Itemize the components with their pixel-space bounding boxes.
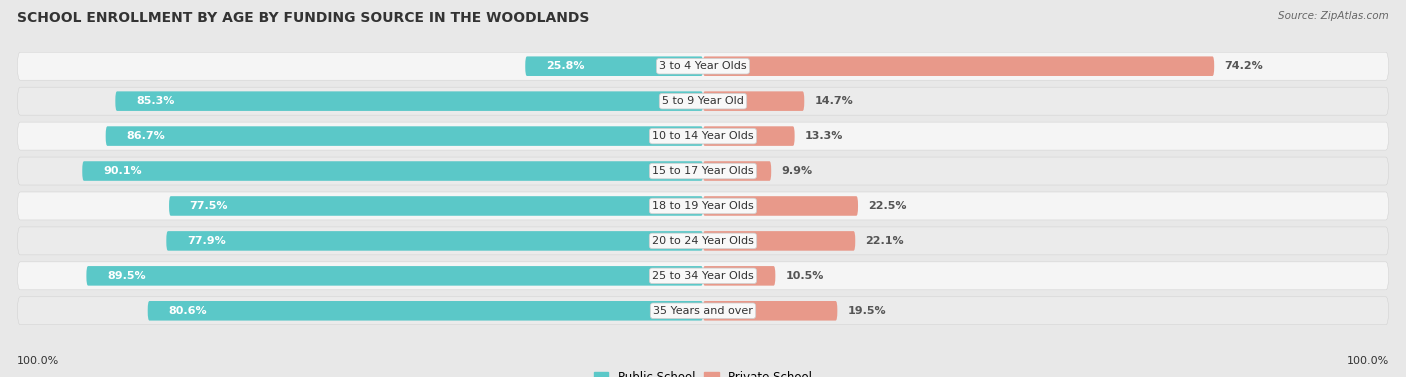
FancyBboxPatch shape bbox=[703, 266, 775, 286]
Text: 20 to 24 Year Olds: 20 to 24 Year Olds bbox=[652, 236, 754, 246]
FancyBboxPatch shape bbox=[83, 161, 703, 181]
FancyBboxPatch shape bbox=[703, 161, 772, 181]
Text: 77.5%: 77.5% bbox=[190, 201, 228, 211]
FancyBboxPatch shape bbox=[166, 231, 703, 251]
FancyBboxPatch shape bbox=[148, 301, 703, 320]
Text: 10 to 14 Year Olds: 10 to 14 Year Olds bbox=[652, 131, 754, 141]
Text: 25 to 34 Year Olds: 25 to 34 Year Olds bbox=[652, 271, 754, 281]
FancyBboxPatch shape bbox=[703, 301, 838, 320]
Text: SCHOOL ENROLLMENT BY AGE BY FUNDING SOURCE IN THE WOODLANDS: SCHOOL ENROLLMENT BY AGE BY FUNDING SOUR… bbox=[17, 11, 589, 25]
FancyBboxPatch shape bbox=[17, 52, 1389, 80]
Text: 85.3%: 85.3% bbox=[136, 96, 174, 106]
Text: 19.5%: 19.5% bbox=[848, 306, 886, 316]
Text: 9.9%: 9.9% bbox=[782, 166, 813, 176]
FancyBboxPatch shape bbox=[703, 57, 1215, 76]
Text: 89.5%: 89.5% bbox=[107, 271, 146, 281]
FancyBboxPatch shape bbox=[169, 196, 703, 216]
FancyBboxPatch shape bbox=[703, 196, 858, 216]
Text: 100.0%: 100.0% bbox=[1347, 356, 1389, 366]
Text: 86.7%: 86.7% bbox=[127, 131, 165, 141]
FancyBboxPatch shape bbox=[17, 122, 1389, 150]
Text: 74.2%: 74.2% bbox=[1225, 61, 1263, 71]
Text: 100.0%: 100.0% bbox=[17, 356, 59, 366]
Text: 77.9%: 77.9% bbox=[187, 236, 226, 246]
Text: 5 to 9 Year Old: 5 to 9 Year Old bbox=[662, 96, 744, 106]
FancyBboxPatch shape bbox=[17, 192, 1389, 220]
FancyBboxPatch shape bbox=[526, 57, 703, 76]
Text: Source: ZipAtlas.com: Source: ZipAtlas.com bbox=[1278, 11, 1389, 21]
Text: 25.8%: 25.8% bbox=[546, 61, 585, 71]
FancyBboxPatch shape bbox=[703, 91, 804, 111]
FancyBboxPatch shape bbox=[703, 126, 794, 146]
FancyBboxPatch shape bbox=[703, 231, 855, 251]
Text: 14.7%: 14.7% bbox=[814, 96, 853, 106]
Text: 10.5%: 10.5% bbox=[786, 271, 824, 281]
Text: 18 to 19 Year Olds: 18 to 19 Year Olds bbox=[652, 201, 754, 211]
Text: 3 to 4 Year Olds: 3 to 4 Year Olds bbox=[659, 61, 747, 71]
Text: 35 Years and over: 35 Years and over bbox=[652, 306, 754, 316]
Text: 22.1%: 22.1% bbox=[866, 236, 904, 246]
Text: 15 to 17 Year Olds: 15 to 17 Year Olds bbox=[652, 166, 754, 176]
FancyBboxPatch shape bbox=[17, 262, 1389, 290]
FancyBboxPatch shape bbox=[115, 91, 703, 111]
FancyBboxPatch shape bbox=[17, 297, 1389, 325]
FancyBboxPatch shape bbox=[17, 87, 1389, 115]
Text: 13.3%: 13.3% bbox=[806, 131, 844, 141]
FancyBboxPatch shape bbox=[17, 157, 1389, 185]
FancyBboxPatch shape bbox=[17, 227, 1389, 255]
Text: 22.5%: 22.5% bbox=[869, 201, 907, 211]
Legend: Public School, Private School: Public School, Private School bbox=[589, 366, 817, 377]
FancyBboxPatch shape bbox=[86, 266, 703, 286]
Text: 90.1%: 90.1% bbox=[103, 166, 142, 176]
Text: 80.6%: 80.6% bbox=[169, 306, 207, 316]
FancyBboxPatch shape bbox=[105, 126, 703, 146]
